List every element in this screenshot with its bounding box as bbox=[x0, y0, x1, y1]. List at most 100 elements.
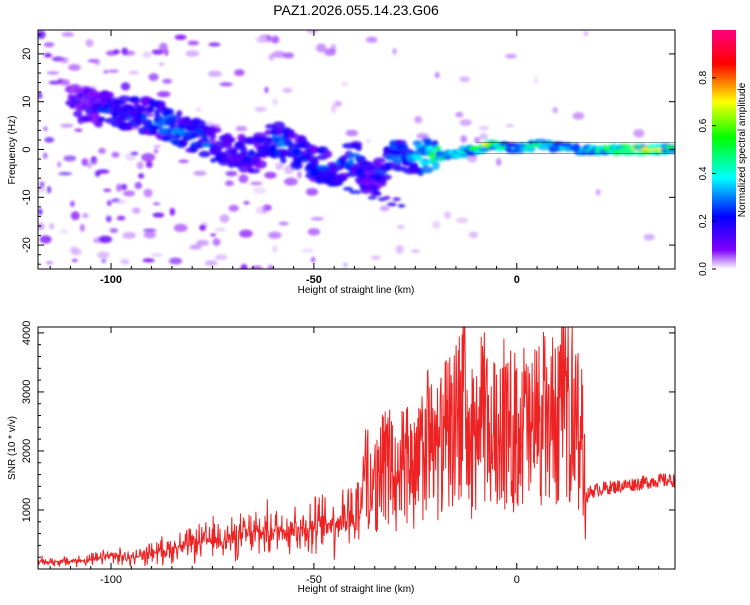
noise-blob bbox=[97, 251, 110, 259]
noise-blob bbox=[268, 53, 275, 61]
noise-blob bbox=[195, 107, 202, 112]
ridge-blob bbox=[81, 114, 93, 123]
noise-blob bbox=[105, 215, 112, 223]
y-tick-label: 20 bbox=[21, 48, 33, 60]
noise-blob bbox=[207, 70, 222, 78]
noise-blob bbox=[254, 106, 267, 113]
ridge-blob bbox=[310, 168, 318, 173]
snr-axis-ticks: -100 -50 0 1000 2000 3000 4000 bbox=[21, 321, 675, 586]
ridge-blob bbox=[97, 116, 106, 123]
noise-blob bbox=[85, 38, 94, 48]
colorbar-label: Normalized spectral amplitude bbox=[737, 82, 748, 217]
noise-blob bbox=[189, 244, 202, 250]
ridge-blob bbox=[399, 143, 407, 150]
noise-blob bbox=[46, 71, 60, 75]
noise-blob bbox=[505, 124, 514, 128]
noise-blob bbox=[114, 199, 127, 204]
noise-blob bbox=[234, 69, 245, 77]
y-tick-label: 4000 bbox=[21, 321, 33, 345]
noise-blob bbox=[212, 238, 221, 246]
noise-blob bbox=[505, 53, 517, 59]
noise-blob bbox=[45, 261, 54, 265]
noise-blob bbox=[250, 181, 263, 186]
snr-series-line bbox=[38, 327, 675, 568]
noise-blob bbox=[91, 156, 97, 161]
ridge-blob bbox=[287, 132, 300, 139]
noise-blob bbox=[94, 170, 101, 177]
noise-blob bbox=[434, 72, 440, 79]
figure-title: PAZ1.2026.055.14.23.G06 bbox=[273, 2, 439, 18]
ridge-blob bbox=[209, 126, 222, 134]
noise-blob bbox=[267, 264, 274, 269]
y-tick-label: 3000 bbox=[21, 380, 33, 404]
noise-blob bbox=[38, 208, 43, 216]
ridge-blob bbox=[264, 129, 272, 136]
noise-blob bbox=[468, 231, 479, 239]
noise-blob bbox=[143, 231, 157, 239]
noise-blob bbox=[143, 188, 153, 198]
x-tick-label: -50 bbox=[306, 574, 322, 586]
noise-blob bbox=[48, 80, 62, 85]
noise-blob bbox=[307, 228, 321, 236]
ridge-blob bbox=[279, 156, 287, 164]
x-tick-label: -50 bbox=[306, 274, 322, 286]
ridge-blob bbox=[379, 180, 387, 187]
ridge-blob bbox=[347, 157, 355, 164]
noise-blob bbox=[235, 125, 248, 132]
noise-blob bbox=[120, 82, 131, 91]
ridge-blob bbox=[309, 158, 320, 166]
noise-blob bbox=[116, 215, 126, 221]
noise-blob bbox=[272, 98, 278, 106]
noise-blob bbox=[330, 104, 337, 114]
noise-blob bbox=[58, 172, 73, 176]
ridge-blob bbox=[323, 150, 333, 159]
noise-blob bbox=[272, 50, 286, 59]
ridge-blob bbox=[354, 190, 361, 195]
ridge-blob bbox=[431, 161, 440, 171]
noise-blob bbox=[595, 189, 601, 196]
noise-blob bbox=[204, 260, 218, 267]
noise-blob bbox=[239, 229, 253, 238]
ridge-blob bbox=[210, 157, 217, 163]
noise-blob bbox=[225, 170, 238, 177]
noise-blob bbox=[60, 57, 69, 64]
noise-blob bbox=[82, 212, 89, 219]
ridge-blob bbox=[237, 133, 246, 142]
x-tick-label: -100 bbox=[100, 574, 122, 586]
x-tick-label: 0 bbox=[514, 274, 520, 286]
ridge-blob bbox=[333, 181, 344, 186]
noise-blob bbox=[271, 35, 280, 44]
ridge-blob bbox=[154, 108, 161, 117]
noise-blob bbox=[121, 183, 128, 191]
noise-blob bbox=[306, 30, 319, 34]
ridge-blob bbox=[248, 149, 256, 156]
noise-blob bbox=[128, 70, 139, 75]
noise-blob bbox=[496, 158, 502, 167]
ridge-blob bbox=[355, 144, 362, 152]
noise-blob bbox=[533, 76, 539, 84]
noise-blob bbox=[310, 217, 324, 221]
noise-blob bbox=[214, 254, 228, 261]
noise-blob bbox=[131, 207, 141, 214]
noise-blob bbox=[157, 91, 171, 98]
noise-blob bbox=[583, 30, 588, 37]
ridge-blob bbox=[146, 105, 155, 113]
noise-blob bbox=[284, 177, 298, 186]
noise-blob bbox=[278, 221, 289, 226]
ridge-blob bbox=[161, 136, 172, 142]
noise-blob bbox=[63, 155, 77, 162]
noise-blob bbox=[193, 170, 207, 177]
noise-blob bbox=[71, 248, 82, 256]
noise-blob bbox=[153, 144, 161, 149]
ridge-blob bbox=[526, 147, 536, 153]
y-tick-label: 1000 bbox=[21, 498, 33, 522]
noise-blob bbox=[210, 233, 217, 237]
noise-blob bbox=[74, 128, 83, 133]
noise-blob bbox=[345, 129, 359, 137]
noise-blob bbox=[122, 50, 136, 56]
noise-blob bbox=[38, 30, 46, 40]
noise-blob bbox=[395, 245, 404, 254]
noise-blob bbox=[79, 223, 85, 232]
ridge-blob bbox=[386, 202, 397, 207]
